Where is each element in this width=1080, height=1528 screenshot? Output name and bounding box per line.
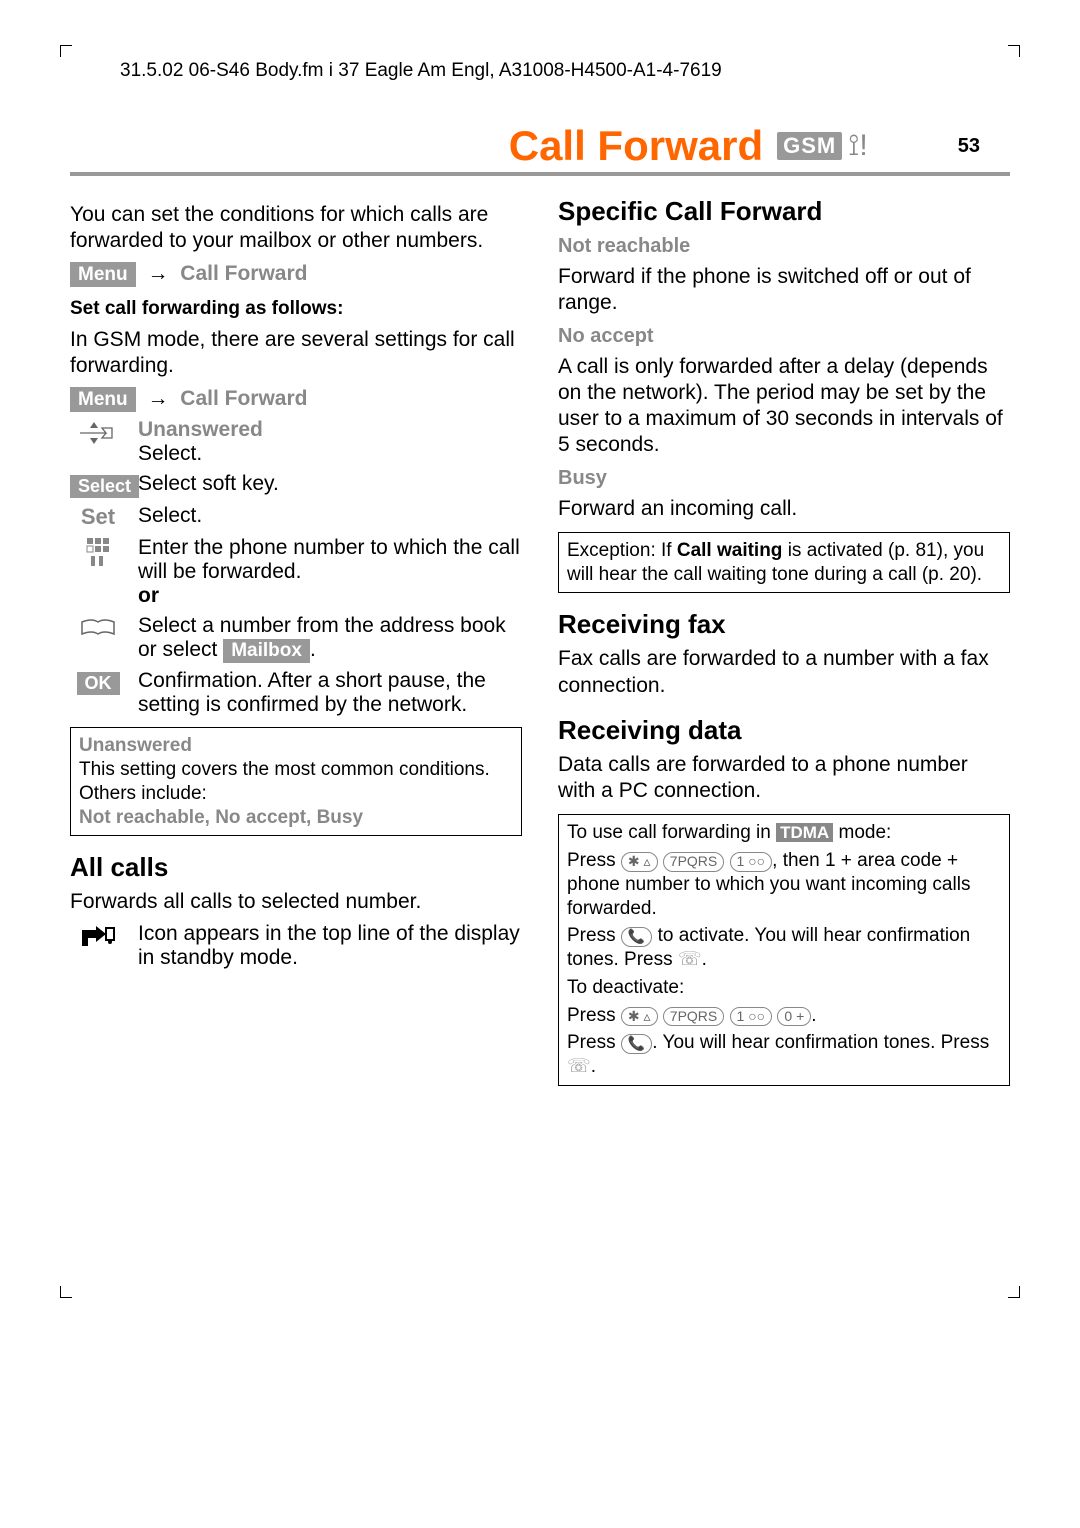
note-text: To deactivate:: [567, 976, 1001, 1000]
key-7: 7PQRS: [663, 852, 724, 872]
section-text: A call is only forwarded after a delay (…: [558, 354, 1010, 459]
crop-mark: [1008, 1286, 1020, 1298]
note-em: Call waiting: [677, 540, 783, 561]
key-star: ✱ ▵: [621, 852, 658, 872]
sub-heading: No accept: [558, 325, 1010, 348]
step-text: Select soft key.: [138, 472, 522, 496]
note-box: Exception: If Call waiting is activated …: [558, 532, 1010, 594]
key-1: 1 ○○: [730, 1007, 773, 1027]
step-text: Confirmation. After a short pause, the s…: [138, 669, 522, 717]
end-key-icon: ☏: [678, 949, 702, 970]
end-key-icon: ☏: [567, 1056, 591, 1077]
note-text: Press: [567, 850, 621, 871]
navigate-icon: [70, 418, 126, 448]
sub-heading: Busy: [558, 467, 1010, 490]
page-number: 53: [958, 135, 980, 158]
set-heading: Set call forwarding as follows:: [70, 297, 522, 321]
section-heading: All calls: [70, 852, 522, 883]
forward-all-icon: [70, 922, 126, 960]
key-0: 0 +: [777, 1007, 811, 1027]
step-text: Select.: [138, 504, 522, 528]
section-text: Fax calls are forwarded to a number with…: [558, 646, 1010, 699]
right-column: Specific Call Forward Not reachable Forw…: [558, 196, 1010, 1096]
key-star: ✱ ▵: [621, 1007, 658, 1027]
note-text: mode:: [833, 822, 891, 843]
arrow-icon: →: [147, 262, 168, 285]
note-heading: Unanswered: [79, 734, 513, 758]
book-icon: [70, 614, 126, 648]
section-text: Forwards all calls to selected number.: [70, 889, 522, 915]
note-line: Not reachable, No accept, Busy: [79, 806, 513, 830]
gsm-note: In GSM mode, there are several settings …: [70, 327, 522, 380]
arrow-icon: →: [147, 387, 168, 410]
note-text: Press: [567, 925, 621, 946]
key-7: 7PQRS: [663, 1007, 724, 1027]
menu-item: Call Forward: [180, 262, 307, 285]
note-text: . You will hear confirmation tones. Pres…: [652, 1032, 989, 1053]
title-row: Call Forward GSM ⟟! 53: [70, 122, 1010, 176]
set-key: Set: [81, 504, 115, 529]
section-heading: Specific Call Forward: [558, 196, 1010, 227]
note-text: Press: [567, 1005, 621, 1026]
note-text: To use call forwarding in: [567, 822, 776, 843]
step-text: Enter the phone number to which the call…: [138, 536, 520, 583]
section-text: Data calls are forwarded to a phone numb…: [558, 752, 1010, 805]
crop-mark: [60, 1286, 72, 1298]
menu-key: Menu: [70, 262, 136, 288]
keypad-icon: [70, 536, 126, 576]
ok-key: OK: [77, 672, 120, 695]
step-label: Unanswered: [138, 418, 263, 441]
crop-mark: [60, 45, 72, 57]
key-1: 1 ○○: [730, 852, 773, 872]
note-box: Unanswered This setting covers the most …: [70, 727, 522, 836]
step-text: Select.: [138, 442, 202, 465]
step-text: Select a number from the address book or…: [138, 614, 506, 661]
note-line: This setting covers the most common cond…: [79, 758, 513, 806]
section-text: Forward an incoming call.: [558, 496, 1010, 522]
intro-text: You can set the conditions for which cal…: [70, 202, 522, 255]
note-box: To use call forwarding in TDMA mode: Pre…: [558, 814, 1010, 1086]
note-text: Exception: If: [567, 540, 677, 561]
call-key-icon: 📞: [621, 927, 652, 947]
call-key-icon: 📞: [621, 1034, 652, 1054]
network-icon: ⟟!: [848, 129, 868, 163]
menu-key: Menu: [70, 387, 136, 413]
menu-path: Menu → Call Forward: [70, 261, 522, 288]
select-key: Select: [70, 475, 139, 498]
section-heading: Receiving data: [558, 715, 1010, 746]
step-text: Icon appears in the top line of the disp…: [138, 922, 522, 970]
left-column: You can set the conditions for which cal…: [70, 196, 522, 1096]
header-meta: 31.5.02 06-S46 Body.fm i 37 Eagle Am Eng…: [120, 60, 1010, 82]
menu-item: Call Forward: [180, 387, 307, 410]
sub-heading: Not reachable: [558, 235, 1010, 258]
menu-path: Menu → Call Forward: [70, 386, 522, 413]
section-heading: Receiving fax: [558, 609, 1010, 640]
page-title: Call Forward: [509, 122, 763, 170]
tdma-badge: TDMA: [776, 823, 833, 842]
or-label: or: [138, 584, 159, 607]
note-text: Press: [567, 1032, 621, 1053]
mailbox-key: Mailbox: [223, 639, 310, 663]
crop-mark: [1008, 45, 1020, 57]
gsm-badge: GSM: [777, 132, 842, 160]
section-text: Forward if the phone is switched off or …: [558, 264, 1010, 317]
